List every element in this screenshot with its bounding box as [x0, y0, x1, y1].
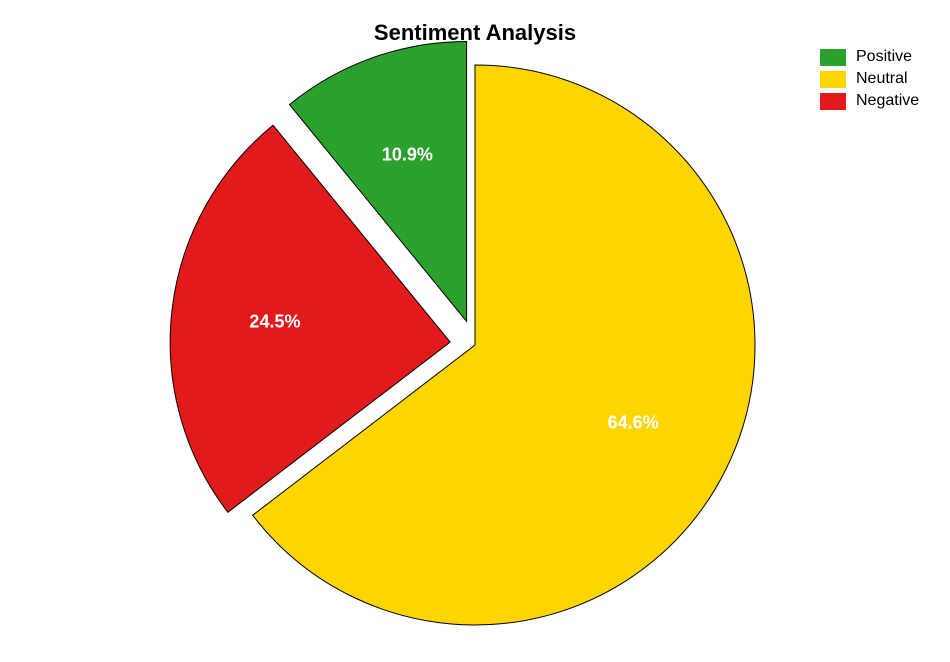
legend-swatch-negative [820, 93, 846, 110]
sentiment-pie-chart: Sentiment Analysis 64.6%24.5%10.9% Posit… [0, 0, 950, 662]
pie-label-positive: 10.9% [382, 145, 433, 166]
legend-swatch-neutral [820, 71, 846, 88]
legend-swatch-positive [820, 49, 846, 66]
legend-label-positive: Positive [856, 48, 912, 66]
pie-label-negative: 24.5% [249, 311, 300, 332]
legend-label-neutral: Neutral [856, 70, 908, 88]
pie-label-neutral: 64.6% [608, 413, 659, 434]
legend-item-positive: Positive [820, 48, 919, 66]
legend-label-negative: Negative [856, 92, 919, 110]
legend-item-neutral: Neutral [820, 70, 919, 88]
legend-item-negative: Negative [820, 92, 919, 110]
legend: Positive Neutral Negative [820, 48, 919, 114]
pie-canvas [0, 0, 950, 662]
